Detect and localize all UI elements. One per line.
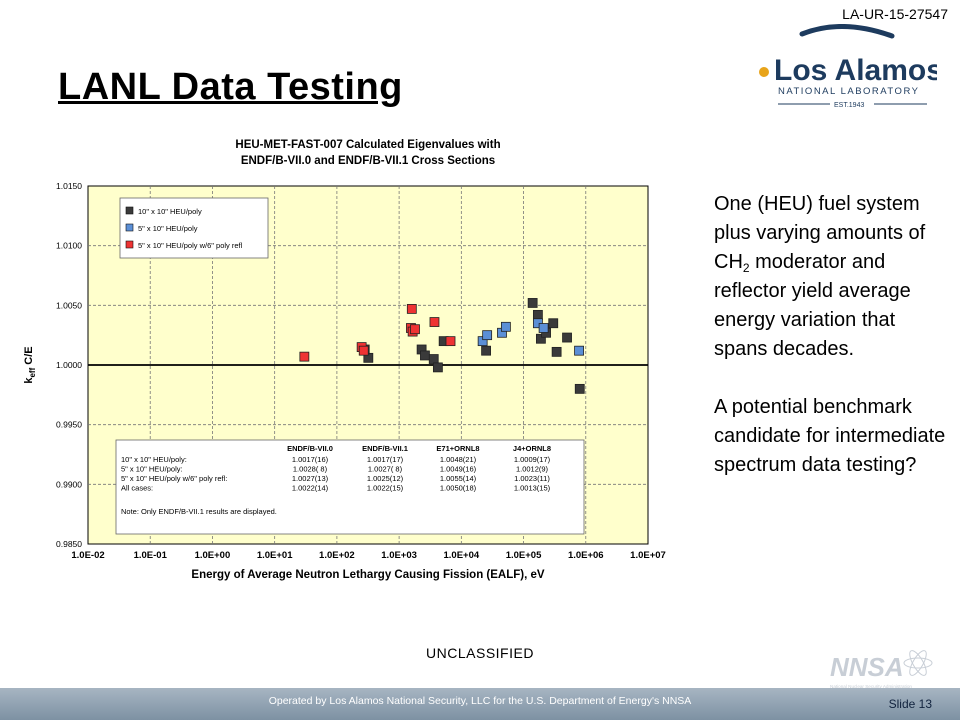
table-cell: 5" x 10" HEU/poly w/6" poly refl: <box>121 474 227 483</box>
table-header: E71+ORNL8 <box>436 444 479 453</box>
y-tick-label: 1.0100 <box>56 241 82 251</box>
table-cell: 1.0022(15) <box>367 484 404 493</box>
svg-text:Los Alamos: Los Alamos <box>774 54 937 87</box>
side-text: One (HEU) fuel system plus varying amoun… <box>714 190 954 509</box>
chart-subtitle: ENDF/B-VII.0 and ENDF/B-VII.1 Cross Sect… <box>241 155 495 167</box>
data-point <box>481 345 491 356</box>
data-point <box>428 354 439 364</box>
data-point <box>536 333 546 344</box>
x-tick-label: 1.0E-02 <box>71 550 104 561</box>
data-point <box>538 323 549 333</box>
table-cell: 1.0009(17) <box>514 455 551 464</box>
table-cell: 1.0027( 8) <box>368 465 403 474</box>
x-tick-label: 1.0E+06 <box>568 550 604 561</box>
data-point <box>299 351 310 362</box>
legend-label: 10" x 10" HEU/poly <box>138 207 202 216</box>
legend <box>119 197 269 259</box>
table-cell: 5" x 10" HEU/poly: <box>121 465 183 474</box>
data-point <box>532 309 543 320</box>
data-point <box>482 330 493 341</box>
table-cell: 1.0050(18) <box>440 484 477 493</box>
table-cell: 1.0055(14) <box>440 474 477 483</box>
chart-title: HEU-MET-FAST-007 Calculated Eigenvalues … <box>235 139 500 151</box>
table-header: ENDF/B-VII.0 <box>287 444 333 453</box>
y-tick-label: 0.9850 <box>56 539 82 549</box>
y-tick-label: 1.0000 <box>56 360 82 370</box>
data-point <box>406 304 417 314</box>
data-point <box>574 383 585 394</box>
table-cell: 1.0027(13) <box>292 474 329 483</box>
data-point <box>429 317 440 327</box>
table-header: ENDF/B-VII.1 <box>362 444 408 453</box>
x-tick-label: 1.0E+00 <box>195 550 231 561</box>
x-tick-label: 1.0E+04 <box>443 550 479 561</box>
los-alamos-logo: Los Alamos NATIONAL LABORATORY EST.1943 <box>759 24 937 109</box>
legend-label: 5" x 10" HEU/poly w/6" poly refl <box>138 241 243 250</box>
legend-marker <box>125 223 134 232</box>
y-axis-label: keff C/E <box>23 346 37 383</box>
table-header: J4+ORNL8 <box>513 444 551 453</box>
svg-text:NNSA: NNSA <box>830 652 904 682</box>
y-tick-label: 1.0050 <box>56 300 82 310</box>
table-cell: 1.0023(11) <box>514 474 550 483</box>
svg-text:NATIONAL LABORATORY: NATIONAL LABORATORY <box>778 86 919 97</box>
x-tick-label: 1.0E+07 <box>630 550 666 561</box>
table-cell: 10" x 10" HEU/poly: <box>121 455 187 464</box>
table-cell: 1.0049(16) <box>440 465 477 474</box>
table-note: Note: Only ENDF/B-VII.1 results are disp… <box>121 507 277 516</box>
nnsa-logo: NNSA National Nuclear Security Administr… <box>830 650 933 689</box>
data-point <box>548 318 559 329</box>
slide-number: Slide 13 <box>888 697 932 711</box>
x-tick-label: 1.0E+05 <box>506 550 542 561</box>
y-tick-label: 0.9950 <box>56 420 82 430</box>
data-point <box>445 336 456 347</box>
footer-bar <box>0 688 960 720</box>
data-point <box>420 350 430 361</box>
data-point <box>527 298 538 308</box>
table-cell: 1.0048(21) <box>440 455 477 464</box>
x-tick-label: 1.0E+03 <box>381 550 417 561</box>
y-tick-label: 1.0150 <box>56 181 82 191</box>
x-tick-label: 1.0E-01 <box>134 550 168 561</box>
classification-label: UNCLASSIFIED <box>426 645 534 661</box>
slide-title: LANL Data Testing <box>58 66 403 108</box>
x-axis-label: Energy of Average Neutron Lethargy Causi… <box>191 569 544 581</box>
stats-table <box>115 439 585 535</box>
table-cell: All cases: <box>121 484 153 493</box>
data-point <box>551 346 562 357</box>
svg-text:EST.1943: EST.1943 <box>834 102 864 109</box>
footer-operated-by: Operated by Los Alamos National Security… <box>268 695 692 707</box>
side-paragraph-1: One (HEU) fuel system plus varying amoun… <box>714 193 926 360</box>
data-point <box>562 332 572 343</box>
y-tick-label: 0.9900 <box>56 479 82 489</box>
table-cell: 1.0013(15) <box>514 484 551 493</box>
svg-text:National Nuclear Security Admi: National Nuclear Security Administration <box>830 684 912 689</box>
table-cell: 1.0017(17) <box>367 455 404 464</box>
x-tick-label: 1.0E+01 <box>257 550 293 561</box>
table-cell: 1.0025(12) <box>367 474 404 483</box>
table-cell: 1.0012(9) <box>516 465 549 474</box>
data-point <box>574 345 584 356</box>
report-id: LA-UR-15-27547 <box>842 6 948 22</box>
table-cell: 1.0028( 8) <box>293 465 328 474</box>
table-cell: 1.0022(14) <box>292 484 329 493</box>
data-point <box>358 345 369 356</box>
legend-marker <box>125 206 134 215</box>
data-point <box>500 321 511 332</box>
data-point <box>432 362 443 373</box>
data-point <box>410 324 420 335</box>
side-paragraph-2: A potential benchmark candidate for inte… <box>714 396 946 476</box>
legend-marker <box>125 240 134 249</box>
x-tick-label: 1.0E+02 <box>319 550 355 561</box>
legend-label: 5" x 10" HEU/poly <box>138 224 198 233</box>
eigenvalue-chart: HEU-MET-FAST-007 Calculated Eigenvalues … <box>23 139 666 581</box>
table-cell: 1.0017(16) <box>292 455 329 464</box>
